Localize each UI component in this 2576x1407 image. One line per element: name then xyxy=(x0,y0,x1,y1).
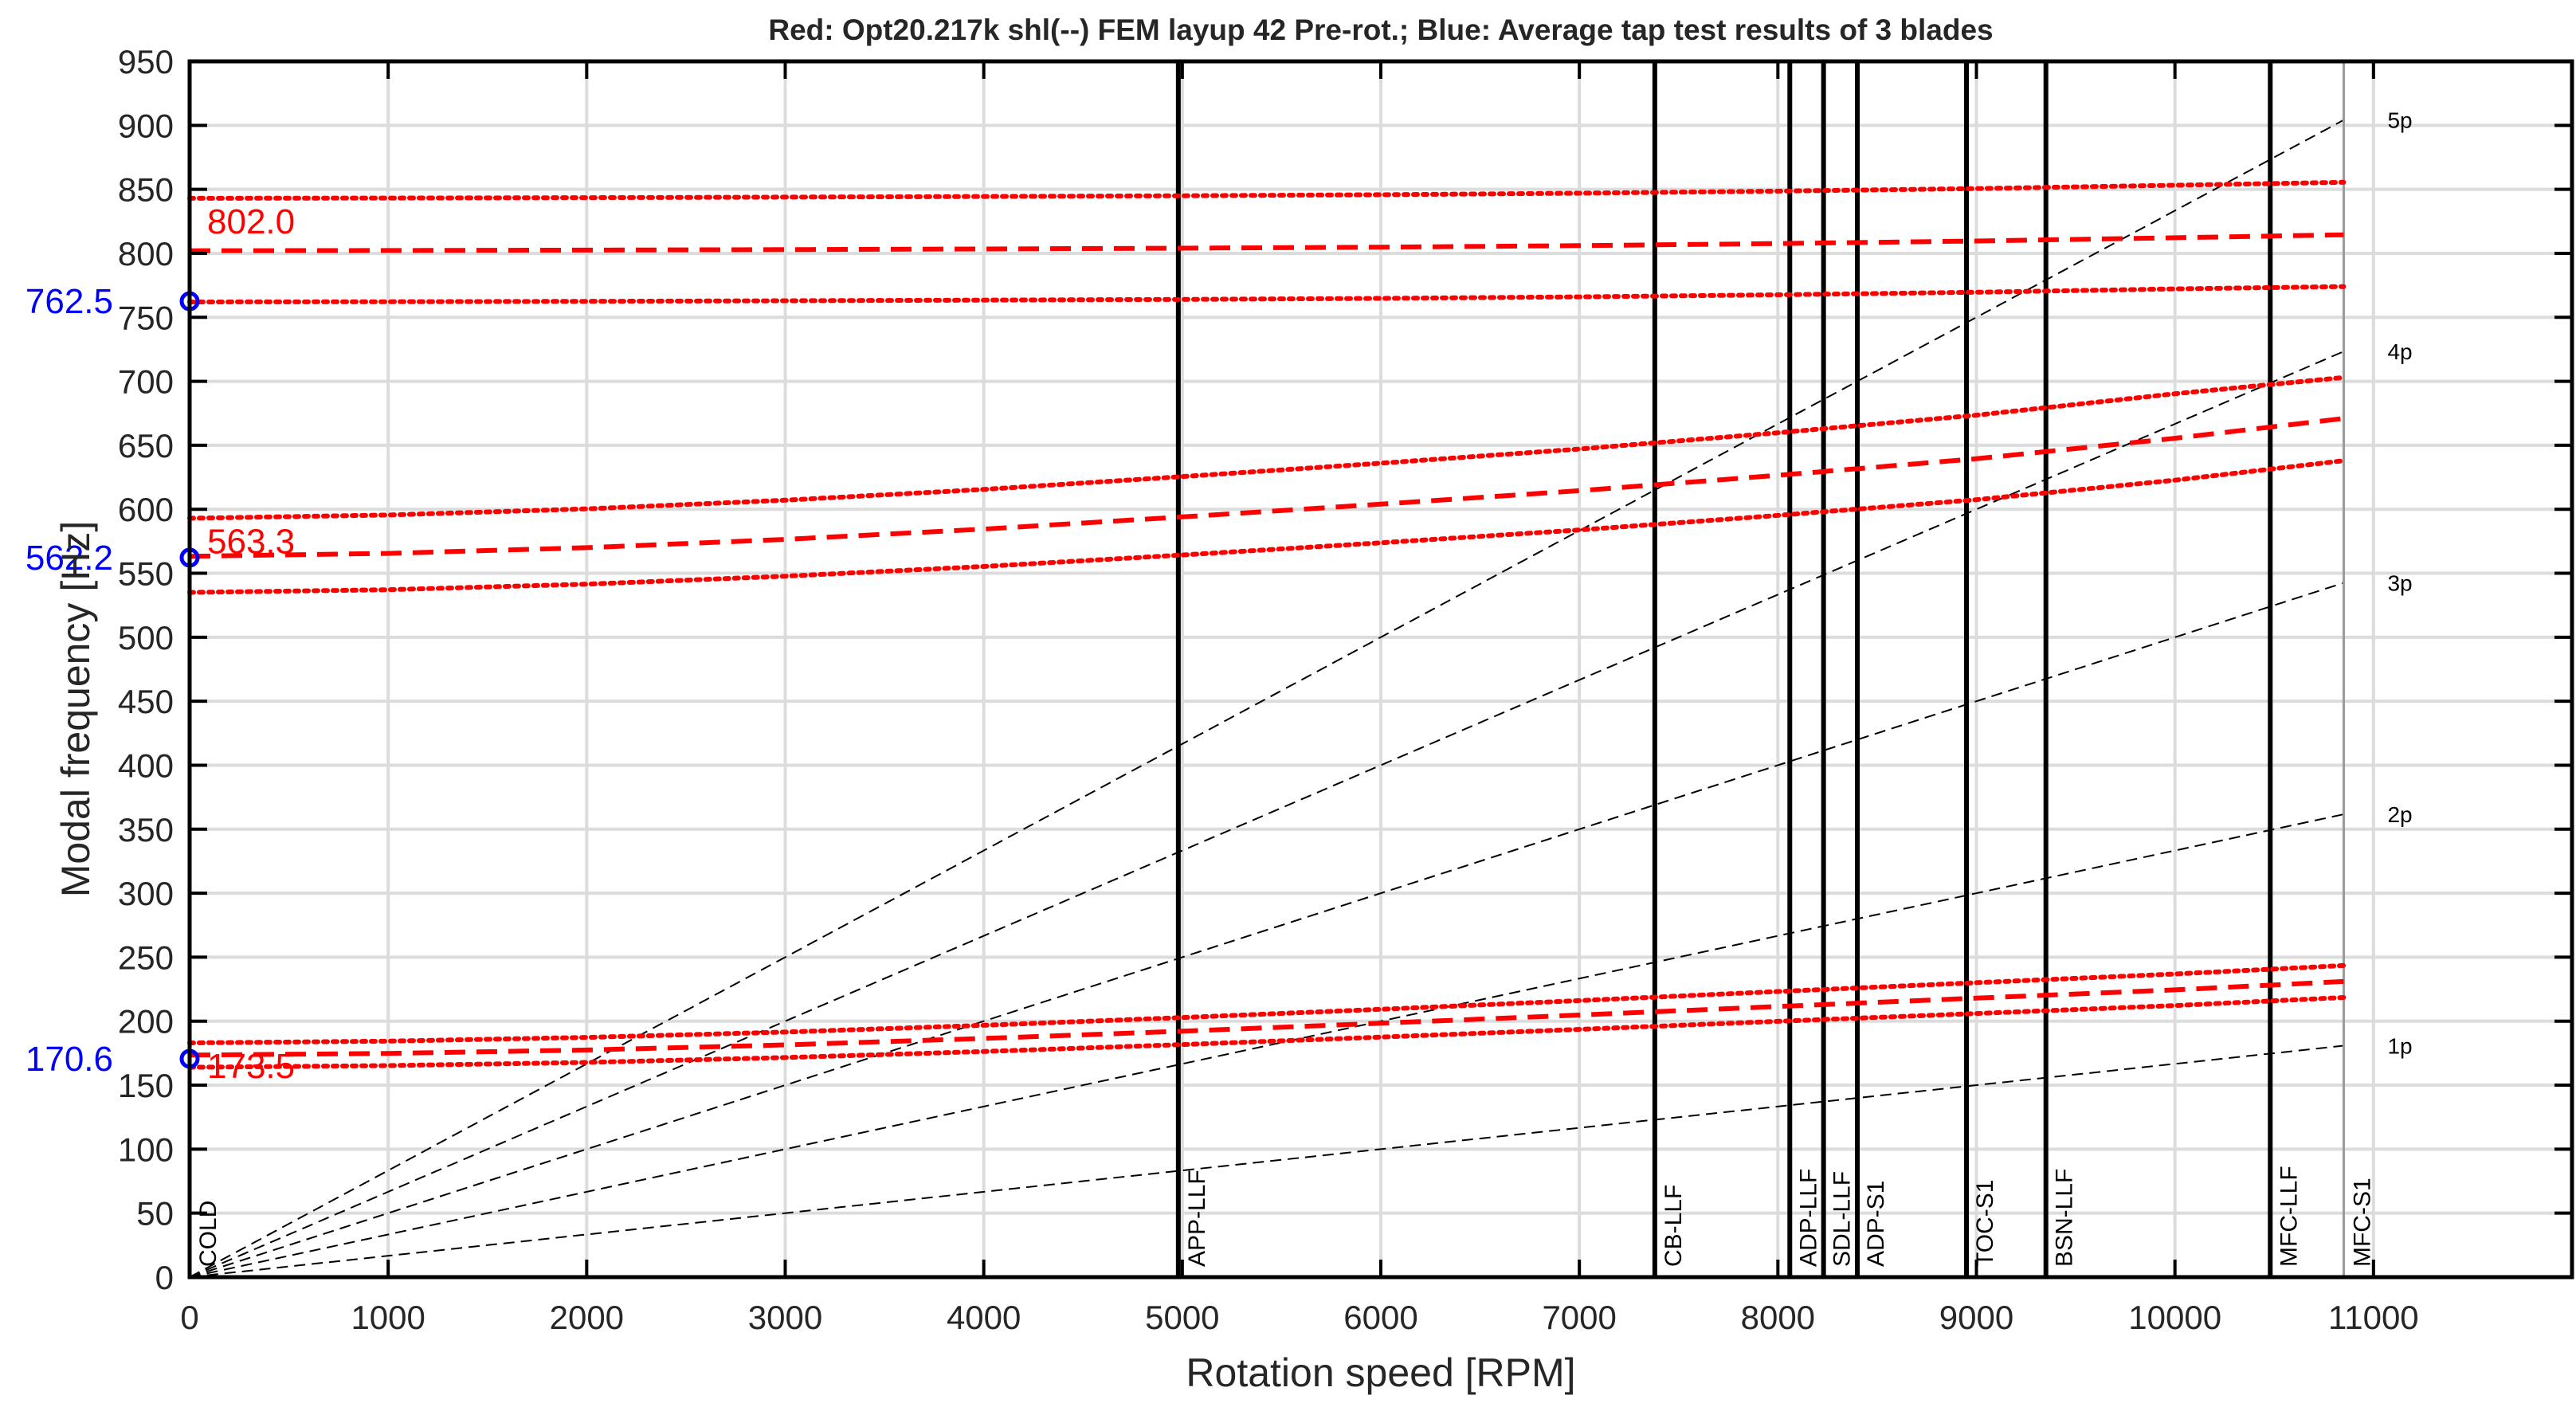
y-tick-label: 150 xyxy=(118,1067,174,1104)
operating-label: APP-LLF xyxy=(1184,1170,1210,1267)
harmonic-layer: 1p 2p 3p 4p 5p xyxy=(189,108,2413,1278)
operating-label: ADP-LLF xyxy=(1795,1169,1821,1267)
operating-label: MFC-LLF xyxy=(2276,1166,2302,1267)
x-tick-label: 4000 xyxy=(947,1299,1021,1336)
fem-label: 563.3 xyxy=(207,522,295,561)
chart-title: Red: Opt20.217k shl(--) FEM layup 42 Pre… xyxy=(768,14,1993,46)
operating-layer: COLD APP-LLF CB-LLF ADP-LLF SDL-LLF ADP-S1 TOC… xyxy=(195,61,2375,1277)
harmonic-label: 4p xyxy=(2387,339,2412,364)
fem-mean-line xyxy=(189,232,2344,253)
x-tick-label: 7000 xyxy=(1542,1299,1616,1336)
x-tick-label: 0 xyxy=(180,1299,198,1336)
y-tick-label: 900 xyxy=(118,107,174,144)
operating-label: COLD xyxy=(195,1201,222,1267)
x-tick-label: 6000 xyxy=(1343,1299,1417,1336)
fem-upper-bound xyxy=(187,374,2347,521)
tap-test-label: 562.2 xyxy=(25,539,113,578)
harmonic-label: 2p xyxy=(2387,802,2412,827)
y-tick-label: 500 xyxy=(118,619,174,656)
harmonic-line-5p xyxy=(189,119,2344,1278)
y-tick-label: 50 xyxy=(136,1195,174,1233)
x-tick-label: 1000 xyxy=(351,1299,425,1336)
y-tick-label: 700 xyxy=(118,363,174,401)
operating-label: ADP-S1 xyxy=(1863,1181,1889,1267)
y-tick-label: 600 xyxy=(118,491,174,528)
fem-lower-bound xyxy=(187,284,2347,304)
tick-layer: 0 1000 2000 3000 4000 5000 6000 7000 8000 9000 100… xyxy=(118,43,2572,1336)
tap-test-label: 762.5 xyxy=(25,282,113,321)
x-tick-label: 5000 xyxy=(1145,1299,1219,1336)
harmonic-label: 5p xyxy=(2387,108,2412,133)
y-tick-label: 350 xyxy=(118,811,174,849)
x-tick-label: 10000 xyxy=(2128,1299,2221,1336)
fem-upper-bound xyxy=(187,179,2347,201)
fem-upper-bound xyxy=(187,962,2347,1045)
x-tick-label: 8000 xyxy=(1741,1299,1815,1336)
fem-mean-line xyxy=(189,416,2344,559)
operating-label: SDL-LLF xyxy=(1829,1171,1856,1267)
y-tick-label: 250 xyxy=(118,939,174,976)
x-tick-label: 2000 xyxy=(550,1299,624,1336)
harmonic-label: 1p xyxy=(2387,1034,2412,1059)
y-tick-label: 650 xyxy=(118,427,174,464)
y-tick-label: 950 xyxy=(118,43,174,80)
fem-lower-bound xyxy=(187,995,2347,1070)
fem-mean-line xyxy=(189,978,2344,1058)
fem-label: 802.0 xyxy=(207,202,295,241)
fem-label: 173.5 xyxy=(207,1047,295,1086)
harmonic-line-4p xyxy=(189,351,2344,1278)
y-tick-label: 850 xyxy=(118,171,174,209)
y-tick-label: 800 xyxy=(118,235,174,272)
tap-test-label: 170.6 xyxy=(25,1040,113,1079)
harmonic-label: 3p xyxy=(2387,571,2412,596)
y-tick-label: 400 xyxy=(118,747,174,784)
x-tick-label: 9000 xyxy=(1939,1299,2013,1336)
operating-label: BSN-LLF xyxy=(2052,1169,2078,1267)
x-tick-label: 3000 xyxy=(748,1299,822,1336)
x-tick-label: 11000 xyxy=(2328,1299,2419,1336)
harmonic-line-3p xyxy=(189,582,2344,1278)
y-tick-label: 200 xyxy=(118,1003,174,1041)
fem-layer: 173.5 563.3 802.0 xyxy=(187,179,2347,1086)
operating-label: MFC-S1 xyxy=(2349,1178,2375,1267)
y-tick-label: 550 xyxy=(118,555,174,593)
y-tick-label: 0 xyxy=(155,1259,174,1296)
harmonic-line-1p xyxy=(189,1044,2344,1278)
y-tick-label: 450 xyxy=(118,683,174,720)
operating-label: CB-LLF xyxy=(1660,1185,1687,1267)
y-tick-label: 300 xyxy=(118,875,174,912)
operating-label: TOC-S1 xyxy=(1972,1180,1998,1267)
y-tick-label: 100 xyxy=(118,1131,174,1168)
fem-lower-bound xyxy=(187,458,2347,595)
y-axis-label: Modal frequency [Hz] xyxy=(53,521,98,897)
y-tick-label: 750 xyxy=(118,299,174,336)
x-axis-label: Rotation speed [RPM] xyxy=(1186,1350,1575,1395)
